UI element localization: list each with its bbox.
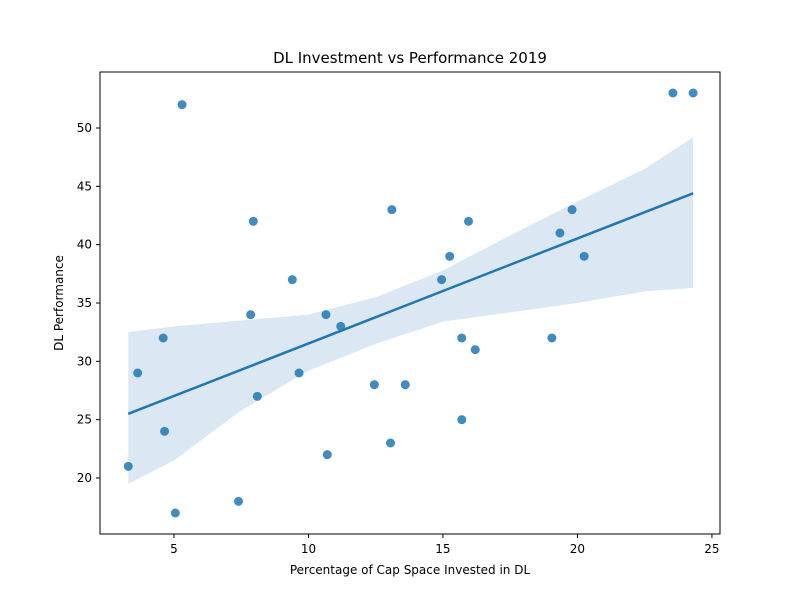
data-point [287, 275, 297, 285]
x-axis-label: Percentage of Cap Space Invested in DL [290, 563, 531, 577]
y-tick-label: 40 [77, 238, 92, 252]
y-tick-label: 25 [77, 413, 92, 427]
data-point [400, 380, 410, 390]
data-point [158, 333, 168, 343]
data-point [387, 205, 397, 215]
data-point [457, 333, 467, 343]
x-axis-ticks: 5 10 15 20 25 [170, 534, 720, 556]
data-point [170, 508, 180, 518]
data-point [555, 228, 565, 238]
data-point [369, 380, 379, 390]
y-tick-label: 35 [77, 296, 92, 310]
y-tick-label: 50 [77, 121, 92, 135]
data-point [322, 450, 332, 460]
confidence-band-layer [128, 137, 694, 484]
regression-line [127, 192, 694, 415]
data-point [234, 496, 244, 506]
data-point [385, 438, 395, 448]
data-point [246, 310, 256, 320]
y-axis-label: DL Performance [52, 255, 66, 351]
x-tick-label: 25 [704, 542, 719, 556]
data-point [133, 368, 143, 378]
data-point [437, 275, 447, 285]
data-point [252, 391, 262, 401]
confidence-band [128, 137, 694, 484]
data-point [160, 426, 170, 436]
x-tick-label: 5 [170, 542, 178, 556]
data-points [123, 88, 698, 518]
x-tick-label: 20 [570, 542, 585, 556]
data-point [688, 88, 698, 98]
data-point [321, 310, 331, 320]
data-point [248, 216, 258, 226]
y-tick-label: 20 [77, 471, 92, 485]
data-point [668, 88, 678, 98]
data-point [294, 368, 304, 378]
x-tick-label: 15 [435, 542, 450, 556]
data-point [123, 461, 133, 471]
data-point [547, 333, 557, 343]
data-point [579, 251, 589, 261]
data-point [177, 100, 187, 110]
data-point [445, 251, 455, 261]
chart-title: DL Investment vs Performance 2019 [273, 49, 547, 67]
data-point [464, 216, 474, 226]
x-tick-label: 10 [301, 542, 316, 556]
y-tick-label: 45 [77, 179, 92, 193]
y-axis-ticks: 20 25 30 35 40 45 50 [77, 121, 100, 485]
y-tick-label: 30 [77, 354, 92, 368]
data-point [470, 345, 480, 355]
data-point [567, 205, 577, 215]
data-point [457, 415, 467, 425]
regression-line-layer [127, 192, 694, 415]
data-point [336, 321, 346, 331]
